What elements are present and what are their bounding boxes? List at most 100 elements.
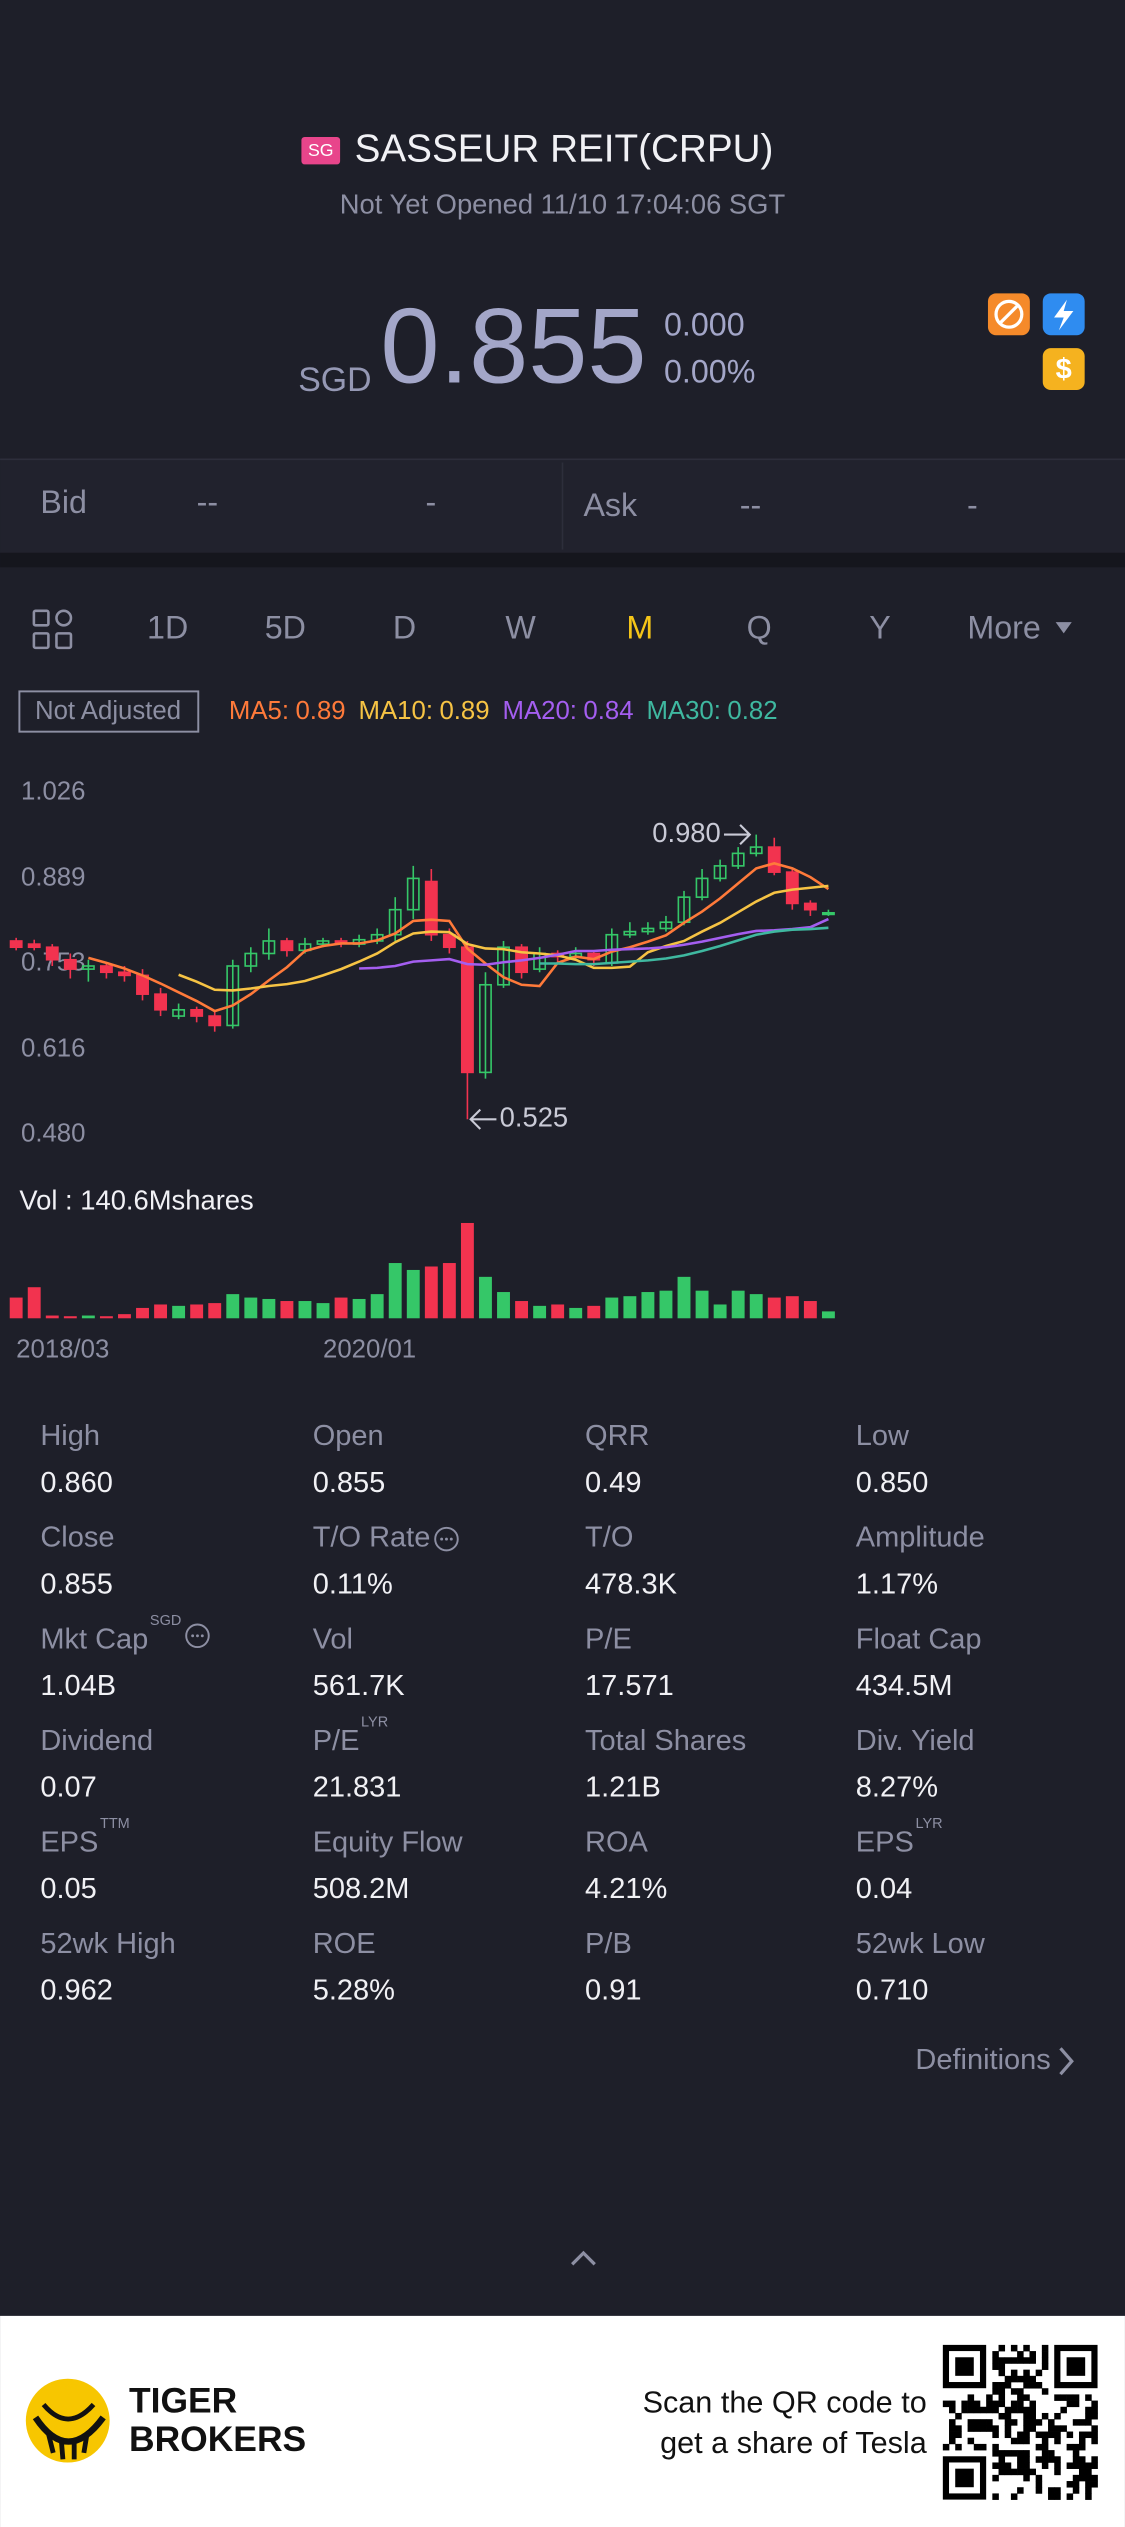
period-tab[interactable]: Y xyxy=(869,610,890,646)
adjust-label[interactable]: Not Adjusted xyxy=(35,697,181,725)
qr-cell xyxy=(1010,2437,1018,2445)
qr-cell xyxy=(1048,2493,1055,2500)
candle-body xyxy=(63,958,77,970)
qr-cell xyxy=(998,2462,1006,2469)
qr-cell xyxy=(1066,2431,1074,2439)
period-tab[interactable]: More xyxy=(967,610,1040,646)
period-tabs: 1D 5D D W M Q Y More xyxy=(147,610,1041,646)
info-dot xyxy=(440,1537,444,1541)
qr-cell xyxy=(992,2351,999,2358)
ma-name: MA20: xyxy=(502,697,576,725)
info-icon[interactable] xyxy=(185,1623,210,1649)
qr-cell xyxy=(992,2400,999,2408)
qr-cell xyxy=(1035,2474,1043,2482)
qr-cell xyxy=(1054,2425,1061,2432)
qr-cell xyxy=(1023,2462,1030,2469)
brand-line: TIGER xyxy=(129,2380,237,2420)
x-tick-label: 2020/01 xyxy=(323,1335,416,1363)
stat-value: 508.2M xyxy=(313,1873,410,1905)
qr-cell xyxy=(998,2450,1006,2457)
qr-cell xyxy=(1004,2450,1012,2457)
volume-bar xyxy=(641,1292,655,1319)
volume-bar xyxy=(388,1263,402,1319)
ask-size: - xyxy=(967,487,978,523)
ma-line xyxy=(178,884,829,992)
icon-glyph xyxy=(994,299,1024,329)
stat-label: ROA xyxy=(585,1826,649,1858)
volume-bar xyxy=(63,1316,77,1319)
adjust-box[interactable] xyxy=(18,690,200,733)
qr-cell xyxy=(1066,2394,1074,2401)
qr-cell xyxy=(992,2382,999,2389)
qr-cell xyxy=(1054,2456,1061,2463)
info-dot xyxy=(445,1537,448,1541)
qr-cell xyxy=(1066,2493,1074,2500)
separator xyxy=(0,552,1125,568)
qr-cell xyxy=(1017,2375,1024,2383)
qr-cell xyxy=(1017,2450,1024,2457)
stat-label: P/E xyxy=(585,1623,632,1655)
info-dot xyxy=(191,1634,195,1638)
qr-cell xyxy=(1085,2462,1092,2469)
qr-cell xyxy=(998,2400,1006,2408)
qr-cell xyxy=(1035,2369,1043,2377)
qr-cell xyxy=(992,2425,999,2432)
qr-cell xyxy=(961,2400,968,2408)
qr-cell xyxy=(1023,2394,1030,2401)
stat-value: 0.860 xyxy=(40,1467,113,1499)
qr-cell xyxy=(1035,2487,1043,2494)
qr-cell xyxy=(1072,2443,1080,2451)
candle-body xyxy=(118,971,131,977)
period-tab[interactable]: 5D xyxy=(265,610,306,646)
qr-cell xyxy=(986,2394,993,2401)
volume-bar xyxy=(208,1303,222,1319)
qr-cell xyxy=(998,2382,1006,2389)
qr-cell xyxy=(1023,2382,1030,2389)
qr-cell xyxy=(1017,2456,1024,2463)
period-tab[interactable]: Q xyxy=(747,610,772,646)
stat-label: Div. Yield xyxy=(856,1725,975,1757)
info-icon[interactable] xyxy=(434,1526,459,1552)
volume-bar xyxy=(605,1297,619,1319)
expand-chevron[interactable] xyxy=(571,2250,596,2266)
qr-cell xyxy=(1091,2406,1098,2414)
ma-name: MA5: xyxy=(229,697,289,725)
candle-body xyxy=(81,965,95,970)
qr-cell xyxy=(1078,2474,1086,2482)
stat-label: Equity Flow xyxy=(313,1826,464,1858)
volume-bar xyxy=(515,1301,529,1319)
qr-cell xyxy=(1010,2344,1018,2352)
volume-bar xyxy=(99,1316,113,1319)
qr-cell xyxy=(1041,2462,1049,2469)
volume-bar xyxy=(190,1304,204,1319)
volume-bar xyxy=(479,1276,492,1319)
qr-cell xyxy=(1072,2481,1080,2488)
info-dot xyxy=(196,1634,199,1638)
qr-cell xyxy=(1072,2419,1080,2426)
volume-bar xyxy=(803,1301,817,1319)
y-tick-label: 1.026 xyxy=(21,778,85,806)
stat-label: QRR xyxy=(585,1420,649,1452)
period-tab[interactable]: W xyxy=(505,610,536,646)
ask-label: Ask xyxy=(583,487,638,523)
stat-label: T/O xyxy=(585,1522,633,1554)
period-tab[interactable]: M xyxy=(626,610,653,646)
qr-cell xyxy=(973,2419,981,2426)
volume-bar xyxy=(677,1276,691,1319)
qr-finder xyxy=(1066,2357,1086,2376)
qr-cell xyxy=(1035,2431,1043,2439)
qr-cell xyxy=(1035,2419,1043,2426)
qr-cell xyxy=(955,2425,962,2432)
icon-yellow[interactable] xyxy=(1042,348,1085,391)
qr-cell xyxy=(1017,2462,1024,2469)
stat-value: 1.21B xyxy=(585,1772,661,1804)
qr-cell xyxy=(1066,2481,1074,2488)
volume-bar xyxy=(785,1296,799,1319)
volume-bar xyxy=(244,1297,258,1319)
candle-body xyxy=(172,1008,186,1017)
layout-icon[interactable] xyxy=(32,609,73,650)
qr-cell xyxy=(1085,2406,1092,2414)
period-tab[interactable]: D xyxy=(393,610,416,646)
definitions-link[interactable]: Definitions xyxy=(915,2044,1050,2076)
period-tab[interactable]: 1D xyxy=(147,610,188,646)
